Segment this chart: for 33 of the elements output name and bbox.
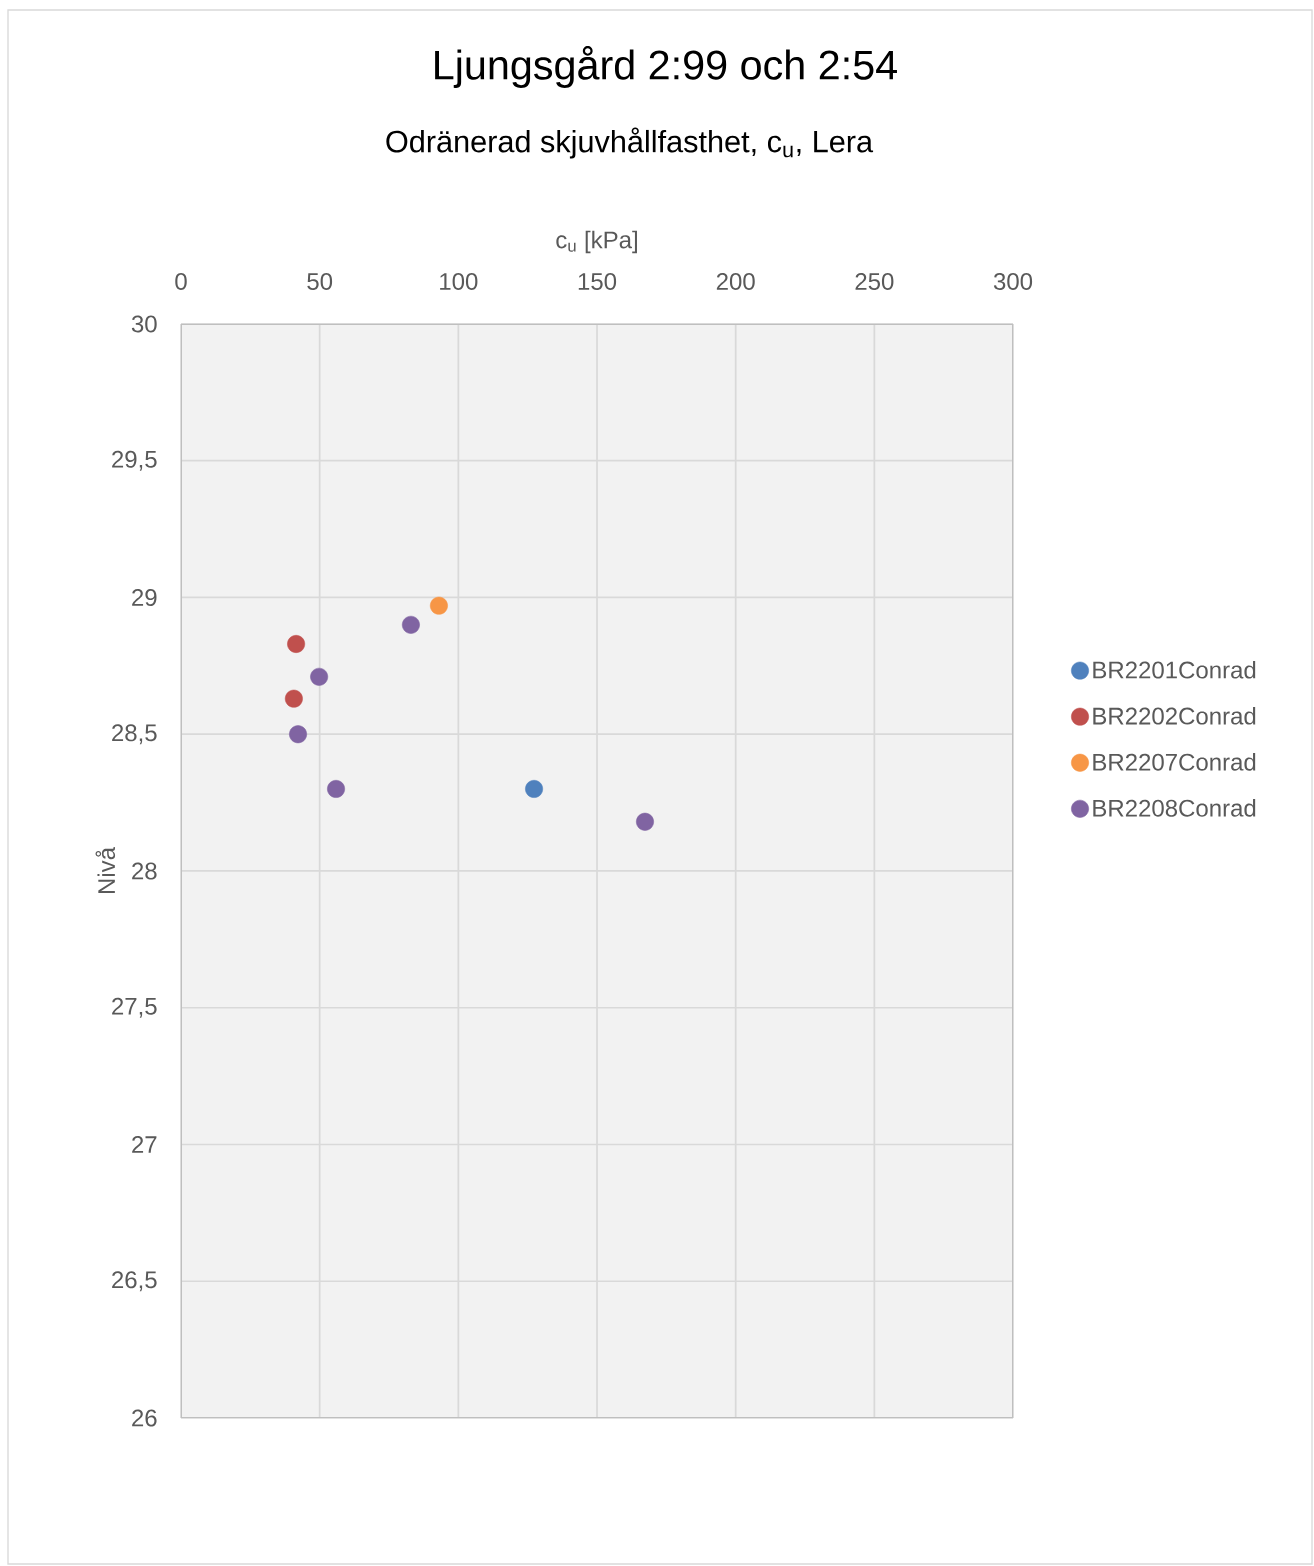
y-tick-label: 30 <box>131 315 157 333</box>
legend-label: BR2202Conrad <box>1093 706 1256 725</box>
point <box>401 615 420 634</box>
x-tick-label: 50 <box>307 272 333 290</box>
y-tick-label: 28 <box>132 862 157 880</box>
point <box>284 689 303 708</box>
x-tick-label: 200 <box>716 272 755 290</box>
point <box>289 725 307 744</box>
point <box>429 596 448 615</box>
legend-label: BR2201Conrad <box>1093 660 1256 679</box>
y-tick-label: 27,5 <box>112 997 157 1018</box>
y-axis-title: Nivå <box>95 847 116 894</box>
x-tick-label: 0 <box>175 272 187 290</box>
y-tick-label: 27 <box>132 1136 157 1153</box>
y-tick-label: 29 <box>132 588 157 606</box>
x-tick-label: 300 <box>993 272 1033 290</box>
point <box>327 780 345 798</box>
x-tick-label: 150 <box>578 272 617 290</box>
legend-label: BR2208Conrad <box>1093 799 1256 817</box>
point <box>287 635 306 653</box>
y-tick-label: 26,5 <box>112 1271 157 1292</box>
x-tick-label: 100 <box>440 272 478 290</box>
point <box>310 667 329 686</box>
point <box>525 780 543 798</box>
chart-title: Ljungsgård 2:99 och 2:54 <box>435 46 897 88</box>
x-axis-title: c$_{u}$ [kPa] <box>556 230 637 254</box>
legend-label: BR2207Conrad <box>1093 753 1256 771</box>
y-tick-label: 29,5 <box>112 450 157 471</box>
y-tick-label: 26 <box>132 1409 157 1427</box>
point <box>636 812 654 831</box>
chart-subtitle: Odränerad skjuvhållfasthet, c$_{u}$, Lera <box>386 127 874 159</box>
y-tick-label: 28,5 <box>112 724 157 745</box>
x-tick-label: 250 <box>855 272 894 290</box>
